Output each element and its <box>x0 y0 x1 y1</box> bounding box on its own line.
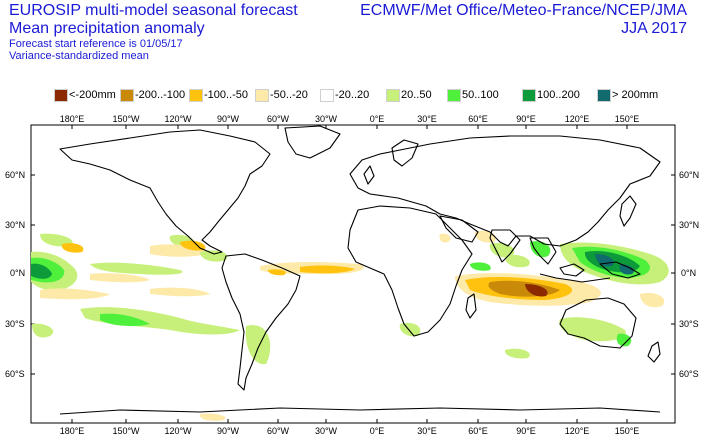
lon-label: 60°E <box>468 114 488 124</box>
lon-label: 60°E <box>468 426 488 436</box>
map-frame <box>30 124 676 424</box>
lon-labels-top: 180°E 150°W 120°W 90°W 60°W 30°W 0°E 30°… <box>60 114 640 124</box>
legend-swatch <box>320 89 334 102</box>
coastlines <box>59 125 661 415</box>
map-title: EUROSIP multi-model seasonal forecast <box>9 2 298 19</box>
legend-label: -200..-100 <box>135 89 186 101</box>
lat-labels-left: 60°N 30°N 0°N 30°S 60°S <box>5 170 25 379</box>
legend-swatch <box>54 89 68 102</box>
legend-swatch <box>120 89 134 102</box>
header-right: ECMWF/Met Office/Meteo-France/NCEP/JMA J… <box>360 2 687 38</box>
legend-swatch <box>522 89 536 102</box>
lat-labels-right: 60°N 30°N 0°N 30°S 60°S <box>679 170 699 379</box>
legend-label: 100..200 <box>537 89 580 101</box>
season-label: JJA 2017 <box>621 20 687 37</box>
legend-label: -50..-20 <box>270 89 308 101</box>
lat-label: 0°N <box>10 268 25 278</box>
lon-label: 120°W <box>164 426 192 436</box>
lon-label: 60°W <box>267 426 290 436</box>
lat-label: 30°N <box>679 220 699 230</box>
lon-label: 30°E <box>417 426 437 436</box>
lon-label: 90°W <box>217 426 240 436</box>
legend-swatch <box>386 89 400 102</box>
lat-label: 60°N <box>679 170 699 180</box>
lon-label: 120°W <box>164 114 192 124</box>
map-subtitle: Mean precipitation anomaly <box>9 20 205 37</box>
legend-swatch <box>255 89 269 102</box>
lon-label: 90°W <box>217 114 240 124</box>
lat-label: 60°S <box>5 369 25 379</box>
legend-label: 20..50 <box>401 89 432 101</box>
lon-label: 30°W <box>315 426 338 436</box>
lon-label: 120°E <box>565 426 590 436</box>
lon-label: 0°E <box>370 426 385 436</box>
lon-label: 150°E <box>615 114 640 124</box>
lat-label: 30°S <box>679 319 699 329</box>
lon-label: 90°E <box>516 426 536 436</box>
lon-label: 60°W <box>267 114 290 124</box>
lon-label: 30°E <box>417 114 437 124</box>
centres-label: ECMWF/Met Office/Meteo-France/NCEP/JMA <box>360 2 687 19</box>
lat-label: 30°N <box>5 220 25 230</box>
legend-label: -100..-50 <box>204 89 249 101</box>
legend-label: > 200mm <box>612 89 659 101</box>
lon-ticks <box>71 125 628 423</box>
lon-label: 0°E <box>370 114 385 124</box>
precipitation-anomaly-map: 180°E 150°W 120°W 90°W 60°W 30°W 0°E 30°… <box>5 114 699 436</box>
legend-swatch <box>597 89 611 102</box>
legend-swatch <box>189 89 203 102</box>
lon-label: 30°W <box>315 114 338 124</box>
lon-labels-bottom: 180°E 150°W 120°W 90°W 60°W 30°W 0°E 30°… <box>60 426 640 436</box>
lat-label: 60°N <box>5 170 25 180</box>
header-left: EUROSIP multi-model seasonal forecast Me… <box>9 2 298 62</box>
lon-label: 150°E <box>615 426 640 436</box>
lon-label: 150°W <box>112 426 140 436</box>
lon-label: 150°W <box>112 114 140 124</box>
anomaly-shading <box>31 230 669 421</box>
lon-label: 120°E <box>565 114 590 124</box>
legend-label: 50..100 <box>462 89 499 101</box>
lat-label: 60°S <box>679 369 699 379</box>
lon-label: 90°E <box>516 114 536 124</box>
method-note: Variance-standardized mean <box>9 50 149 62</box>
lat-label: 30°S <box>5 319 25 329</box>
legend-label: -20..20 <box>335 89 370 101</box>
legend-label: <-200mm <box>69 89 116 101</box>
legend-swatch <box>447 89 461 102</box>
forecast-start-note: Forecast start reference is 01/05/17 <box>9 38 183 50</box>
lon-label: 180°E <box>60 426 85 436</box>
lon-label: 180°E <box>60 114 85 124</box>
lat-label: 0°N <box>681 268 696 278</box>
